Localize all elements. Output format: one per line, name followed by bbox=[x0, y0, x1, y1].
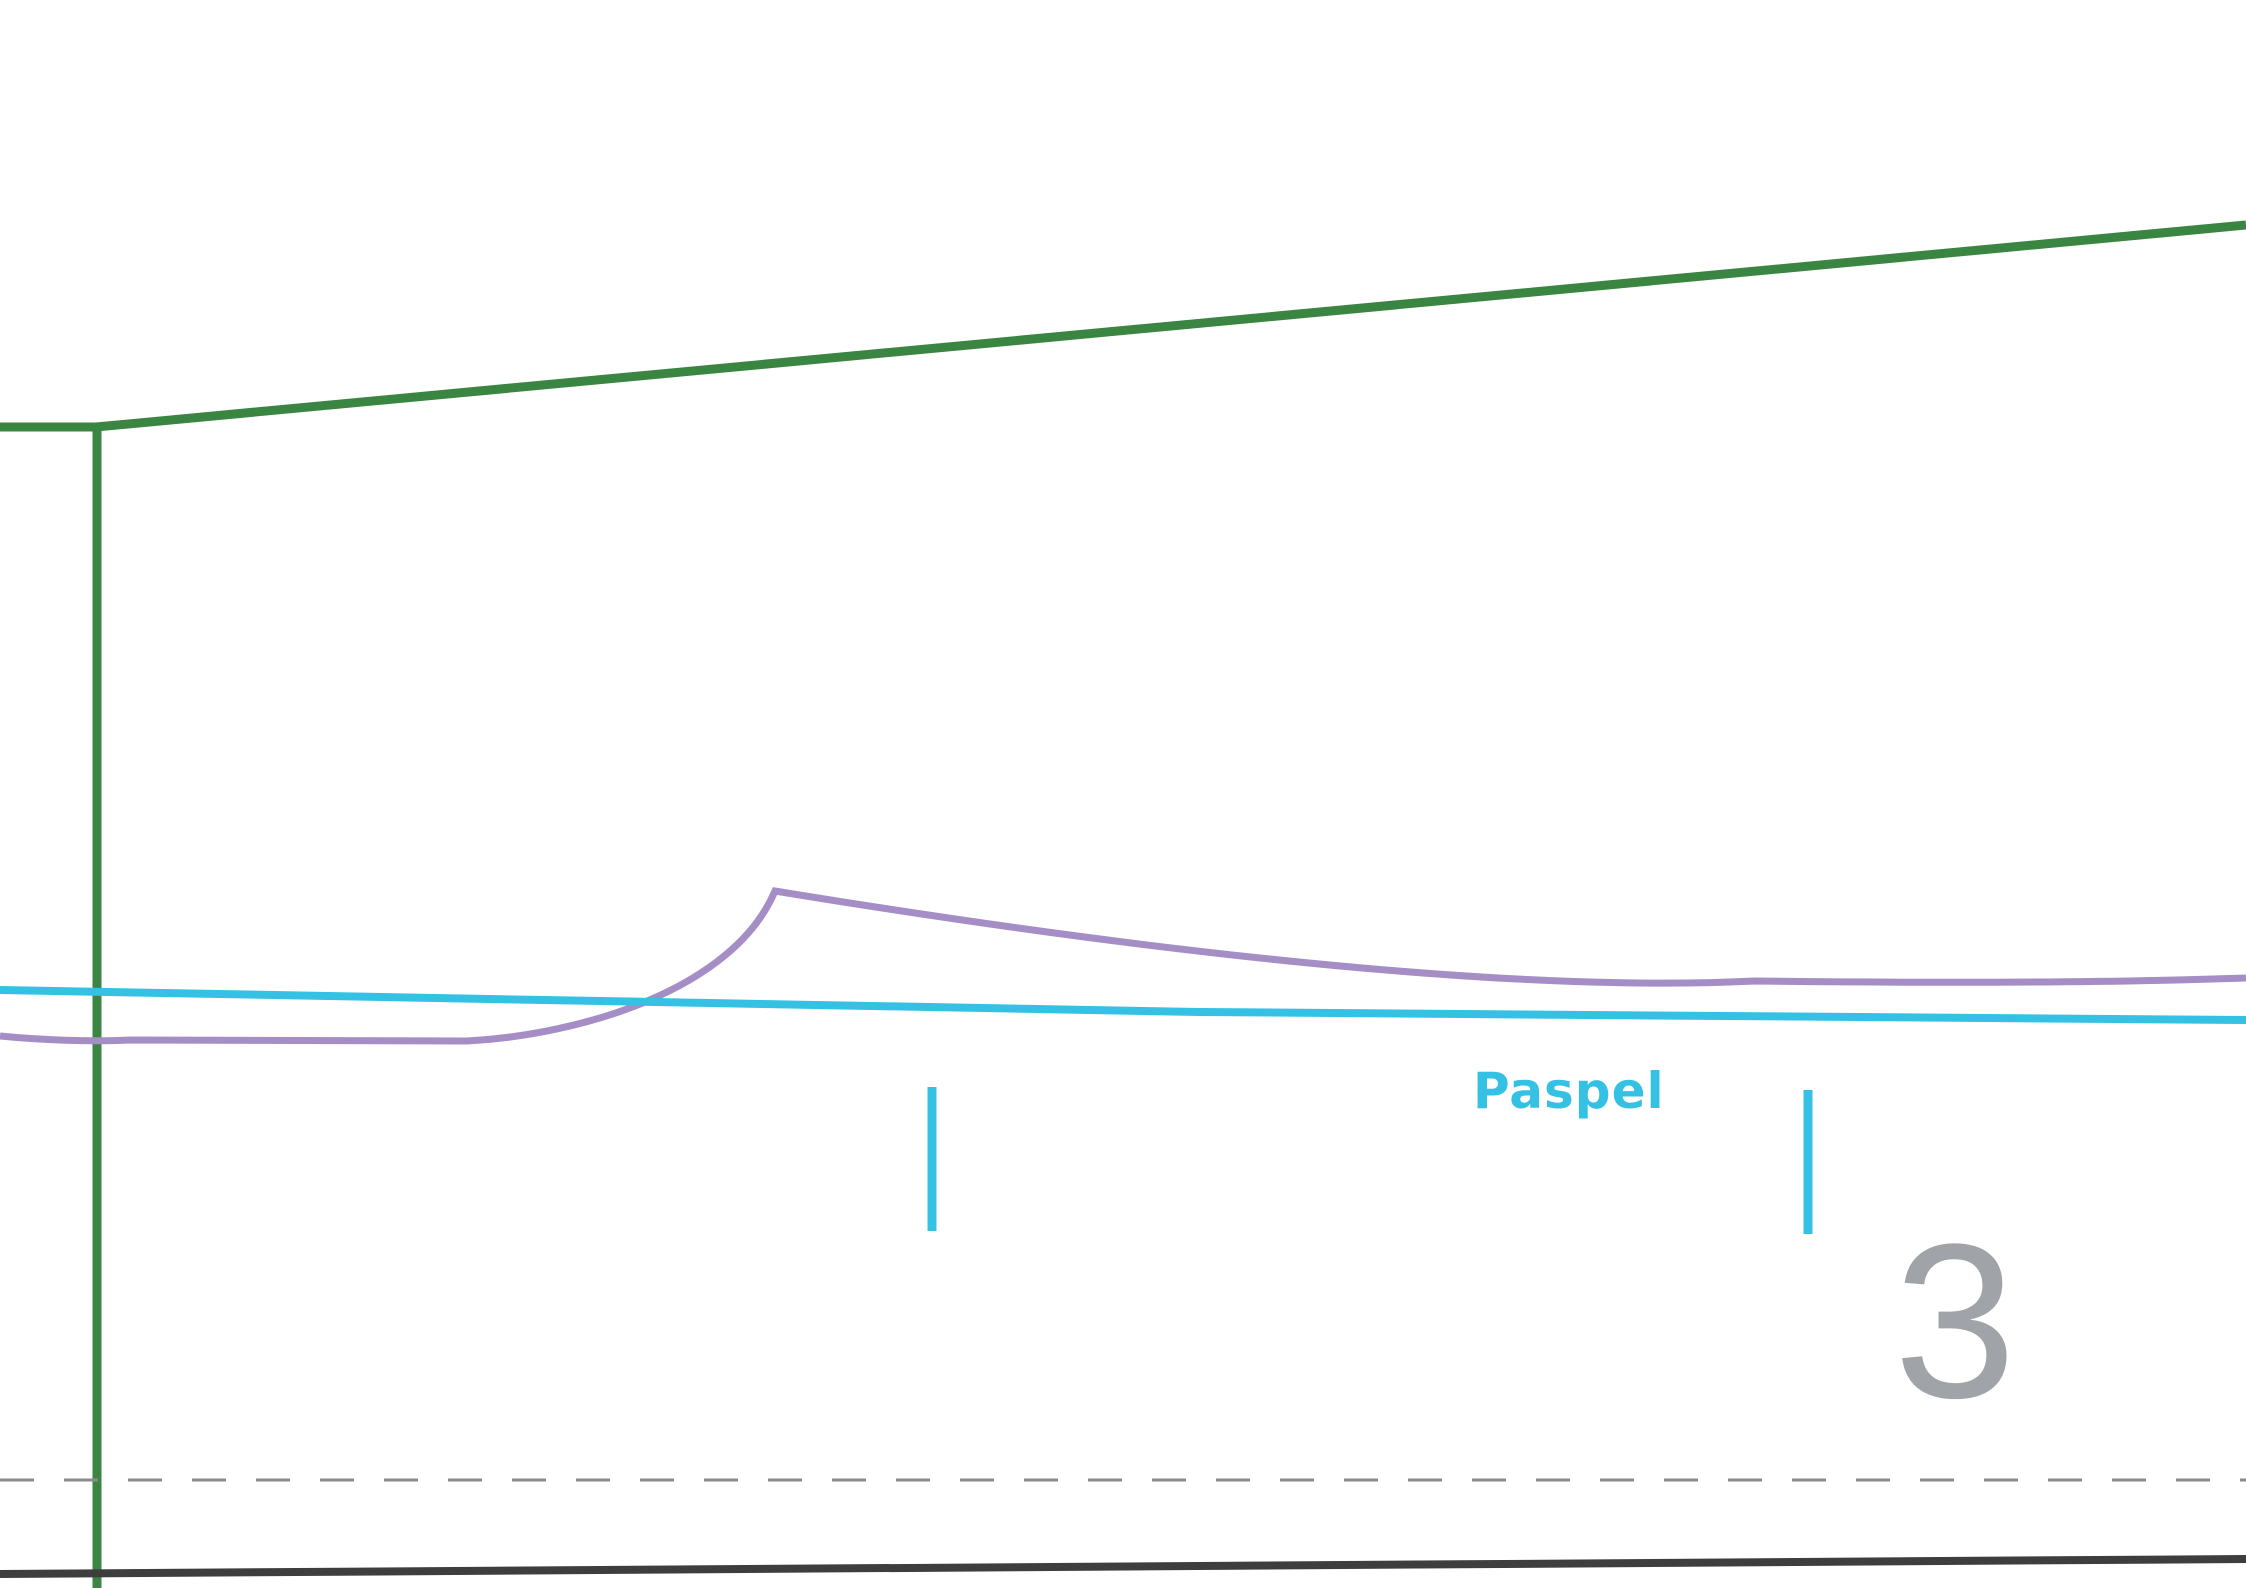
cyan-piping-line bbox=[0, 986, 2246, 1024]
piping-label: Paspel bbox=[1473, 1062, 1665, 1120]
green-upper-edge-line bbox=[0, 220, 2246, 432]
dark-bottom-line bbox=[0, 1555, 2246, 1578]
green-pattern-outline bbox=[0, 220, 2246, 1588]
piece-number: 3 bbox=[1894, 1198, 2016, 1444]
purple-curve-line bbox=[0, 887, 2246, 1045]
